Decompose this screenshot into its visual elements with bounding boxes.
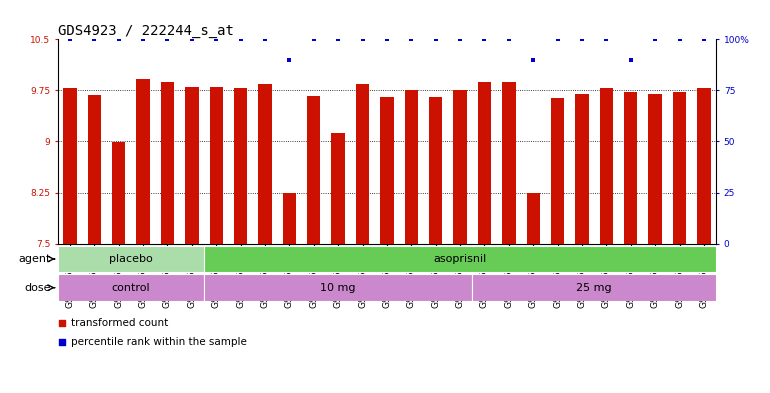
- Bar: [136, 79, 150, 244]
- Bar: [331, 132, 345, 244]
- Text: agent: agent: [18, 254, 51, 264]
- Point: [454, 36, 466, 42]
- Text: percentile rank within the sample: percentile rank within the sample: [71, 337, 247, 347]
- Point: [234, 36, 246, 42]
- Bar: [88, 95, 101, 244]
- Point: [112, 36, 125, 42]
- Bar: [58, 246, 204, 272]
- Text: transformed count: transformed count: [71, 318, 169, 328]
- Bar: [429, 97, 443, 244]
- Point: [307, 36, 320, 42]
- Text: control: control: [112, 283, 150, 293]
- Bar: [477, 82, 491, 244]
- Bar: [112, 142, 126, 244]
- Text: 10 mg: 10 mg: [320, 283, 356, 293]
- Bar: [648, 94, 662, 244]
- Bar: [624, 92, 638, 244]
- Point: [286, 240, 299, 246]
- Bar: [58, 274, 204, 301]
- Bar: [283, 193, 296, 244]
- Bar: [404, 90, 418, 244]
- Point: [332, 36, 344, 42]
- Point: [430, 36, 442, 42]
- Point: [478, 36, 490, 42]
- Bar: [204, 246, 716, 272]
- Bar: [527, 193, 540, 244]
- Point: [186, 36, 198, 42]
- Bar: [502, 82, 516, 244]
- Point: [137, 36, 149, 42]
- Bar: [454, 90, 467, 244]
- Point: [576, 36, 588, 42]
- Bar: [258, 84, 272, 244]
- Point: [624, 57, 637, 63]
- Point: [405, 36, 417, 42]
- Point: [503, 36, 515, 42]
- Bar: [234, 88, 247, 244]
- Bar: [551, 98, 564, 244]
- Point: [210, 36, 223, 42]
- Text: asoprisnil: asoprisnil: [434, 254, 487, 264]
- Text: dose: dose: [24, 283, 51, 293]
- Point: [88, 36, 100, 42]
- Bar: [575, 94, 589, 244]
- Bar: [380, 97, 393, 244]
- Point: [698, 36, 710, 42]
- Bar: [209, 87, 223, 244]
- Point: [380, 36, 393, 42]
- Text: placebo: placebo: [109, 254, 152, 264]
- Point: [673, 36, 685, 42]
- Point: [649, 36, 661, 42]
- Point: [601, 36, 613, 42]
- Text: 25 mg: 25 mg: [577, 283, 612, 293]
- Bar: [204, 274, 472, 301]
- Point: [551, 36, 564, 42]
- Point: [283, 57, 296, 63]
- Point: [527, 57, 539, 63]
- Bar: [673, 92, 686, 244]
- Bar: [63, 88, 77, 244]
- Bar: [161, 82, 174, 244]
- Point: [286, 61, 299, 68]
- Point: [161, 36, 173, 42]
- Text: GDS4923 / 222244_s_at: GDS4923 / 222244_s_at: [58, 24, 233, 38]
- Bar: [185, 87, 199, 244]
- Point: [259, 36, 271, 42]
- Bar: [307, 96, 320, 244]
- Bar: [356, 84, 370, 244]
- Point: [357, 36, 369, 42]
- Bar: [697, 88, 711, 244]
- Point: [64, 36, 76, 42]
- Bar: [472, 274, 716, 301]
- Bar: [600, 88, 613, 244]
